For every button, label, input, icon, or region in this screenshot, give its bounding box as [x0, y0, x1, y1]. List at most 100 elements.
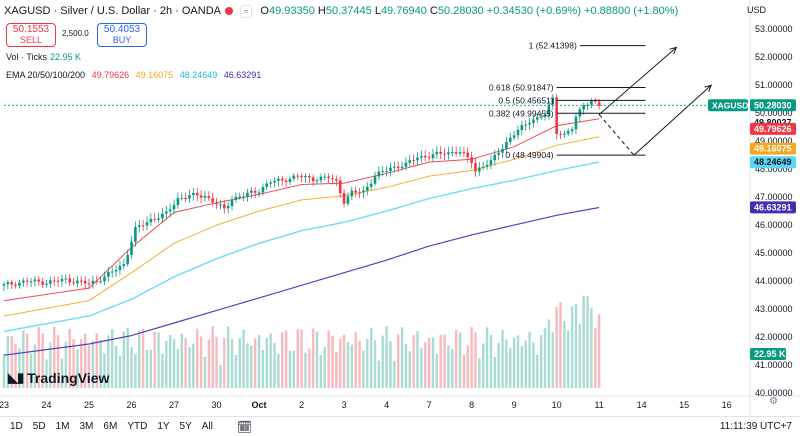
compare-pill[interactable]: ≈ — [240, 4, 253, 18]
axis-price-label — [750, 122, 796, 135]
ema-legend[interactable]: EMA 20/50/100/200 49.79626 49.16075 48.2… — [6, 70, 262, 80]
volume-bar — [114, 345, 118, 388]
x-tick-label: 14 — [637, 400, 647, 410]
ema-line — [3, 136, 600, 317]
fib-level-label: 0.5 (50.45651) — [498, 95, 553, 105]
candle-body — [22, 280, 25, 283]
timeframe-ytd[interactable]: YTD — [127, 421, 148, 432]
volume-bar — [308, 348, 311, 388]
volume-bar — [396, 334, 400, 388]
candle-body — [528, 122, 531, 125]
y-tick-label: 42.00000 — [755, 332, 793, 342]
candle-body — [114, 270, 118, 272]
timeframe-all[interactable]: All — [201, 421, 213, 432]
candle-body — [365, 186, 369, 191]
candle-body — [323, 176, 327, 178]
candle-body — [14, 284, 17, 286]
volume-bar — [547, 319, 551, 388]
candle-body — [33, 279, 37, 282]
candle-body — [172, 204, 176, 210]
ema20-value: 49.79626 — [91, 70, 130, 80]
buy-button[interactable]: 50.4053 BUY — [97, 23, 147, 47]
y-tick-label: 50.00000 — [755, 108, 793, 118]
candle-body — [141, 225, 145, 227]
axis-price-label — [750, 142, 796, 155]
candle-body — [536, 117, 539, 120]
volume-bar — [269, 333, 272, 388]
volume-bar — [505, 339, 508, 388]
volume-bar — [6, 335, 10, 388]
candle-body — [400, 166, 404, 169]
timeframe-5d[interactable]: 5D — [32, 421, 46, 432]
candle-body — [485, 164, 489, 167]
symbol-tag — [708, 99, 748, 112]
axis-price-label — [750, 99, 796, 112]
volume-bar — [567, 330, 570, 388]
x-tick-label: 7 — [427, 400, 432, 410]
timeframe-1m[interactable]: 1M — [55, 421, 70, 432]
volume-bar — [335, 352, 338, 388]
candle-body — [563, 133, 566, 135]
timeframe-6m[interactable]: 6M — [103, 421, 118, 432]
timeframe-5y[interactable]: 5Y — [179, 421, 192, 432]
candle-body — [45, 283, 48, 285]
volume-bar — [134, 353, 137, 388]
volume-bar — [103, 353, 106, 388]
volume-bar — [516, 335, 520, 388]
candle-body — [87, 283, 91, 285]
volume-bar — [435, 353, 439, 388]
volume-legend[interactable]: Vol · Ticks 22.95 K — [6, 52, 82, 62]
candle-body — [261, 187, 265, 193]
projection-arrow-line — [633, 84, 712, 156]
sell-button[interactable]: 50.1553 SELL — [6, 23, 56, 47]
projection-arrow-head — [704, 84, 713, 92]
candle-body — [76, 280, 79, 284]
gear-icon[interactable]: ⚙ — [769, 396, 778, 407]
volume-bar — [184, 338, 187, 388]
fib-level-label: 0.382 (49.99455) — [489, 108, 554, 118]
volume-bar — [145, 349, 149, 388]
volume-bar — [416, 331, 419, 388]
candle-body — [215, 202, 218, 205]
symbol-title[interactable]: XAGUSD · Silver / U.S. Dollar · 2h · OAN… — [4, 5, 221, 17]
candle-body — [180, 197, 184, 199]
sell-label: SELL — [19, 35, 43, 45]
volume-bar — [458, 332, 462, 388]
candle-body — [590, 100, 593, 105]
volume-bar — [590, 308, 593, 388]
candle-body — [574, 116, 578, 130]
candle-body — [99, 281, 102, 283]
ema-line — [3, 206, 600, 356]
volume-bar — [172, 338, 176, 388]
tradingview-logo[interactable]: ◣▮ TradingView — [8, 370, 110, 386]
timeframe-1y[interactable]: 1Y — [157, 421, 170, 432]
candle-body — [389, 167, 392, 171]
y-tick-label: 51.00000 — [755, 80, 793, 90]
price-change: +0.34530 (+0.69%) — [486, 5, 581, 17]
candle-body — [250, 190, 253, 193]
volume-bar — [369, 327, 373, 388]
volume-bar — [14, 343, 17, 388]
x-tick-label: 11 — [594, 400, 603, 410]
ema200-value: 46.63291 — [223, 70, 262, 80]
projection-dashed-line — [598, 114, 635, 156]
clock[interactable]: 11:11:39 UTC+7 — [719, 421, 792, 432]
y-tick-label: 46.00000 — [755, 220, 793, 230]
calendar-icon[interactable]: 🗓 — [236, 419, 253, 434]
candle-body — [516, 129, 520, 136]
volume-bar — [37, 327, 40, 388]
candle-body — [253, 190, 257, 193]
x-tick-label: 24 — [42, 400, 52, 410]
volume-bar — [83, 333, 87, 388]
timeframe-3m[interactable]: 3M — [79, 421, 94, 432]
candle-body — [203, 196, 207, 198]
price-chart[interactable]: 53.00000 52.00000 51.00000 50.00000 49.00000… — [0, 0, 800, 416]
candle-body — [458, 152, 462, 154]
currency-label[interactable]: USD — [746, 5, 766, 15]
candle-body — [110, 271, 114, 273]
candle-body — [335, 179, 338, 181]
timeframe-1d[interactable]: 1D — [10, 421, 23, 432]
candle-body — [211, 198, 214, 203]
volume-bar — [578, 323, 582, 388]
candle-body — [404, 162, 408, 167]
